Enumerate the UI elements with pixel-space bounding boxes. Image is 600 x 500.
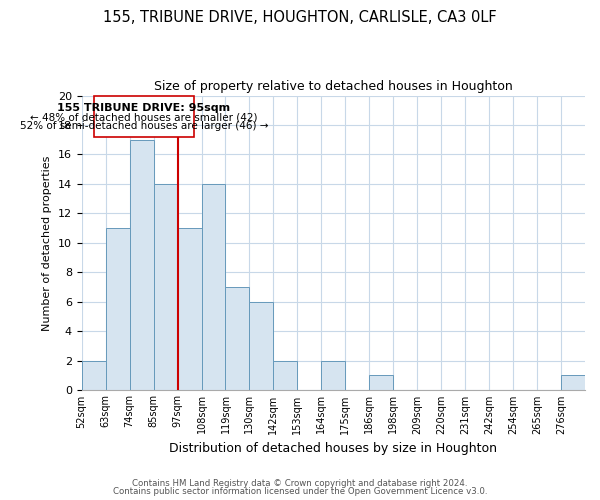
Bar [94, 96, 194, 137]
Bar [369, 376, 393, 390]
Text: 52% of semi-detached houses are larger (46) →: 52% of semi-detached houses are larger (… [20, 122, 268, 132]
X-axis label: Distribution of detached houses by size in Houghton: Distribution of detached houses by size … [169, 442, 497, 455]
Bar [82, 360, 106, 390]
Text: ← 48% of detached houses are smaller (42): ← 48% of detached houses are smaller (42… [30, 112, 258, 122]
Y-axis label: Number of detached properties: Number of detached properties [42, 155, 52, 330]
Text: Contains public sector information licensed under the Open Government Licence v3: Contains public sector information licen… [113, 487, 487, 496]
Bar [226, 287, 250, 390]
Bar [130, 140, 154, 390]
Bar [154, 184, 178, 390]
Bar [274, 360, 298, 390]
Bar [322, 360, 346, 390]
Bar [250, 302, 274, 390]
Bar [178, 228, 202, 390]
Bar [202, 184, 226, 390]
Text: 155, TRIBUNE DRIVE, HOUGHTON, CARLISLE, CA3 0LF: 155, TRIBUNE DRIVE, HOUGHTON, CARLISLE, … [103, 10, 497, 25]
Text: 155 TRIBUNE DRIVE: 95sqm: 155 TRIBUNE DRIVE: 95sqm [58, 103, 230, 113]
Bar [106, 228, 130, 390]
Bar [561, 376, 585, 390]
Text: Contains HM Land Registry data © Crown copyright and database right 2024.: Contains HM Land Registry data © Crown c… [132, 478, 468, 488]
Title: Size of property relative to detached houses in Houghton: Size of property relative to detached ho… [154, 80, 513, 93]
